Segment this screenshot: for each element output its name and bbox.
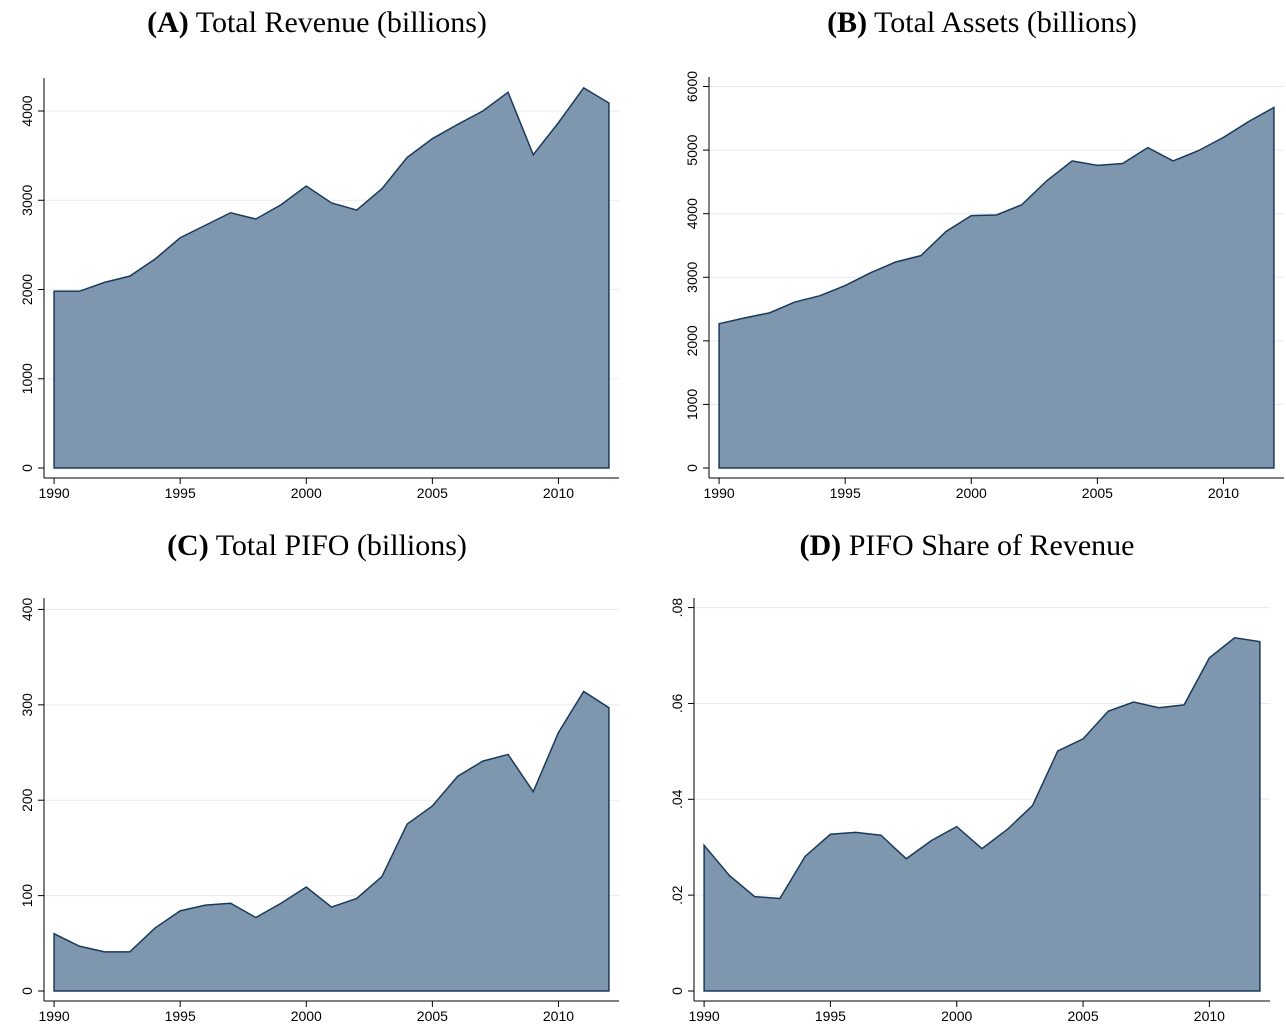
y-tick-label: 0 (669, 987, 685, 995)
y-tick-label: 1000 (684, 389, 700, 420)
area-fill (718, 106, 1275, 469)
y-tick-label: .06 (669, 693, 685, 713)
x-tick-label: 2005 (1067, 1008, 1098, 1024)
x-tick-label: 2005 (417, 485, 448, 501)
y-tick-label: 300 (19, 693, 35, 717)
area-fill (53, 86, 610, 469)
panel-title-text: PIFO Share of Revenue (849, 529, 1135, 562)
panel: (D) PIFO Share of Revenue 0 .02 .04 .06 .08 19… (669, 529, 1270, 1024)
y-tick-label: 0 (19, 464, 35, 472)
x-tick-label: 1995 (165, 485, 196, 501)
y-tick-label: 0 (19, 987, 35, 995)
y-tick-label: 2000 (19, 274, 35, 305)
panel-title-text: Total PIFO (billions) (216, 529, 467, 562)
panel-label: (B) (827, 6, 867, 39)
panel-title: (A) Total Revenue (billions) (147, 6, 487, 39)
x-tick-label: 2000 (941, 1008, 972, 1024)
panel: (B) Total Assets (billions) 0 1000 2000 3000… (684, 6, 1284, 501)
area-fill (53, 690, 610, 992)
y-tick-label: 3000 (684, 261, 700, 292)
panel-label: (A) (147, 6, 189, 39)
panel-label: (C) (167, 529, 209, 562)
x-tick-label: 2000 (291, 1008, 322, 1024)
x-tick-label: 1995 (165, 1008, 196, 1024)
x-tick-label: 2010 (543, 1008, 574, 1024)
panel-title: (C) Total PIFO (billions) (167, 529, 467, 562)
panel-title-text: Total Revenue (billions) (196, 6, 487, 39)
y-tick-label: .08 (669, 598, 685, 618)
panel: (C) Total PIFO (billions) 0 100 200 300 400 19… (19, 529, 619, 1024)
x-tick-label: 1990 (39, 1008, 70, 1024)
y-tick-label: 100 (19, 884, 35, 908)
x-tick-label: 1995 (815, 1008, 846, 1024)
x-tick-label: 2005 (417, 1008, 448, 1024)
x-tick-label: 2000 (291, 485, 322, 501)
y-tick-label: 0 (684, 464, 700, 472)
y-tick-label: 3000 (19, 184, 35, 215)
y-tick-label: 5000 (684, 134, 700, 165)
y-tick-label: 200 (19, 788, 35, 812)
y-tick-label: 2000 (684, 325, 700, 356)
panel-title: (D) PIFO Share of Revenue (800, 529, 1135, 562)
y-tick-label: 6000 (684, 71, 700, 102)
panel: (A) Total Revenue (billions) 0 1000 2000 300… (19, 6, 619, 501)
y-tick-label: .02 (669, 885, 685, 905)
x-tick-label: 1990 (39, 485, 70, 501)
area-fill (703, 636, 1261, 992)
x-tick-label: 2000 (956, 485, 987, 501)
panel-label: (D) (800, 529, 842, 562)
x-tick-label: 1990 (704, 485, 735, 501)
y-tick-label: 4000 (19, 95, 35, 126)
x-tick-label: 1995 (830, 485, 861, 501)
y-tick-label: 400 (19, 598, 35, 622)
y-tick-label: 4000 (684, 198, 700, 229)
x-tick-label: 2010 (543, 485, 574, 501)
x-tick-label: 2005 (1082, 485, 1113, 501)
x-tick-label: 2010 (1208, 485, 1239, 501)
y-tick-label: 1000 (19, 363, 35, 394)
x-tick-label: 2010 (1194, 1008, 1225, 1024)
panel-title: (B) Total Assets (billions) (827, 6, 1137, 39)
panel-title-text: Total Assets (billions) (874, 6, 1137, 39)
y-tick-label: .04 (669, 789, 685, 809)
x-tick-label: 1990 (689, 1008, 720, 1024)
